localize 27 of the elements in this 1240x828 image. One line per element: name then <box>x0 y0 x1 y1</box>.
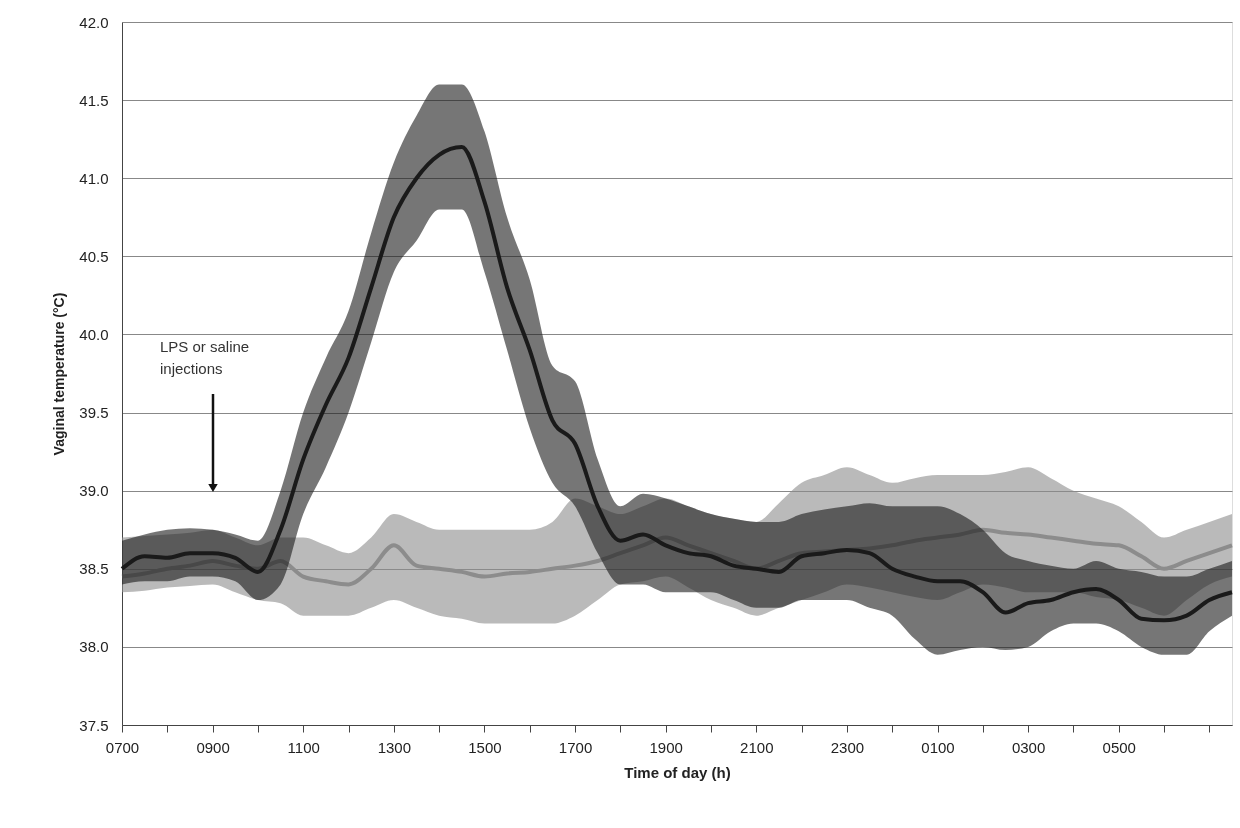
x-tick-label: 1700 <box>558 738 593 756</box>
x-tick-label: 1100 <box>287 738 320 756</box>
x-tick-label: 2300 <box>830 738 865 756</box>
y-tick-label: 39.0 <box>79 482 109 500</box>
y-tick-label: 42.0 <box>79 13 109 31</box>
x-tick-label: 0900 <box>196 738 230 756</box>
annotation: LPS or saline injections <box>160 338 250 377</box>
y-tick-label: 41.5 <box>79 91 109 109</box>
line-series <box>120 144 1234 623</box>
y-tick-label: 41.0 <box>79 169 109 187</box>
y-tick-label: 37.5 <box>79 716 109 734</box>
x-tick-label: 0500 <box>1102 738 1136 756</box>
x-tick-label: 2100 <box>740 738 774 756</box>
line-series <box>120 527 1234 587</box>
x-axis-title: Time of day (h) <box>624 763 731 781</box>
x-tick-label: 0700 <box>105 738 140 756</box>
x-tick-label: 1300 <box>377 738 412 756</box>
y-axis-title: Vaginal temperature (°C) <box>51 292 68 456</box>
x-tick-label: 1900 <box>649 738 683 756</box>
y-tick-label: 38.5 <box>79 560 109 578</box>
x-tick-label: 0100 <box>921 738 955 756</box>
y-tick-label: 40.5 <box>79 247 109 265</box>
x-tick-label: 0300 <box>1011 738 1046 756</box>
y-tick-label: 40.0 <box>79 325 109 343</box>
y-tick-label: 38.0 <box>79 638 109 656</box>
x-tick-label: 1500 <box>468 738 502 756</box>
y-tick-label: 39.5 <box>79 404 109 422</box>
